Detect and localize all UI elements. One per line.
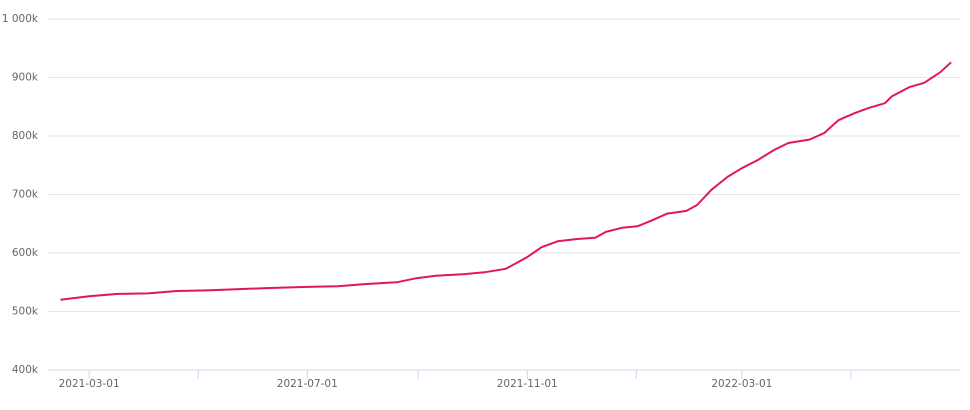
y-tick-label: 800k bbox=[12, 130, 39, 142]
y-tick-label: 600k bbox=[12, 247, 39, 259]
x-tick-label: 2021-03-01 bbox=[59, 378, 120, 390]
y-tick-label: 1 000k bbox=[2, 13, 39, 25]
x-tick-label: 2021-11-01 bbox=[497, 378, 558, 390]
x-tick-label: 2021-07-01 bbox=[277, 378, 338, 390]
y-tick-label: 500k bbox=[12, 306, 39, 318]
y-tick-label: 700k bbox=[12, 189, 39, 201]
x-tick-label: 2022-03-01 bbox=[711, 378, 772, 390]
data-line bbox=[60, 61, 952, 301]
y-tick-label: 900k bbox=[12, 72, 39, 84]
y-tick-label: 400k bbox=[12, 364, 39, 376]
